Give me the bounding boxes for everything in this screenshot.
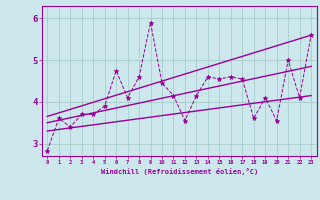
X-axis label: Windchill (Refroidissement éolien,°C): Windchill (Refroidissement éolien,°C) (100, 168, 258, 175)
